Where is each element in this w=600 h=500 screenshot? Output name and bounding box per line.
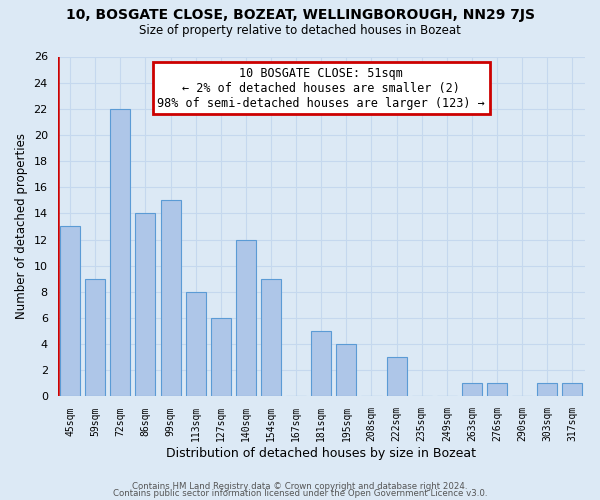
Bar [236, 240, 256, 396]
Bar [110, 109, 130, 397]
Bar [487, 384, 507, 396]
Bar [161, 200, 181, 396]
Bar [136, 214, 155, 396]
Bar [337, 344, 356, 397]
Text: 10, BOSGATE CLOSE, BOZEAT, WELLINGBOROUGH, NN29 7JS: 10, BOSGATE CLOSE, BOZEAT, WELLINGBOROUG… [65, 8, 535, 22]
Bar [311, 331, 331, 396]
Bar [261, 279, 281, 396]
Text: Size of property relative to detached houses in Bozeat: Size of property relative to detached ho… [139, 24, 461, 37]
Bar [85, 279, 105, 396]
Bar [386, 357, 407, 397]
Bar [562, 384, 583, 396]
Bar [211, 318, 231, 396]
Text: Contains HM Land Registry data © Crown copyright and database right 2024.: Contains HM Land Registry data © Crown c… [132, 482, 468, 491]
Bar [60, 226, 80, 396]
Bar [537, 384, 557, 396]
Bar [185, 292, 206, 397]
Text: Contains public sector information licensed under the Open Government Licence v3: Contains public sector information licen… [113, 490, 487, 498]
Text: 10 BOSGATE CLOSE: 51sqm
← 2% of detached houses are smaller (2)
98% of semi-deta: 10 BOSGATE CLOSE: 51sqm ← 2% of detached… [157, 66, 485, 110]
Y-axis label: Number of detached properties: Number of detached properties [15, 134, 28, 320]
X-axis label: Distribution of detached houses by size in Bozeat: Distribution of detached houses by size … [166, 447, 476, 460]
Bar [462, 384, 482, 396]
